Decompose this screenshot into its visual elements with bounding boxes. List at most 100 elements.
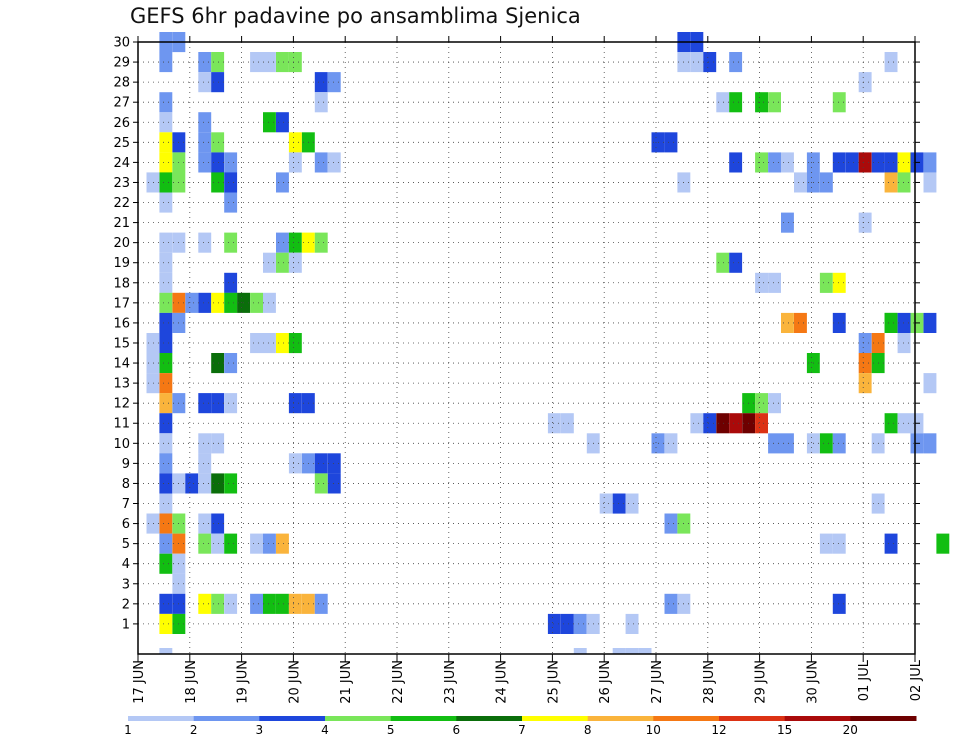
heatmap-cell	[573, 648, 587, 654]
heatmap-cell	[547, 413, 561, 434]
heatmap-cell	[276, 593, 289, 614]
heatmap-cell	[755, 272, 768, 293]
heatmap-cell	[198, 433, 212, 454]
heatmap-cell	[211, 172, 225, 193]
heatmap-cell	[198, 473, 212, 494]
heatmap-cell	[288, 593, 302, 614]
heatmap-cell	[819, 433, 833, 454]
dotted-grid	[138, 41, 915, 654]
heatmap-cell	[250, 292, 263, 313]
heatmap-cell	[288, 252, 302, 273]
heatmap-cell	[250, 333, 263, 354]
heatmap-cell	[159, 333, 173, 354]
legend-label: 4	[321, 723, 329, 737]
y-tick-label: 12	[113, 397, 130, 412]
heatmap-cell	[288, 152, 302, 173]
heatmap-cell	[159, 192, 173, 213]
heatmap-cell	[263, 52, 276, 73]
heatmap-cell	[716, 92, 730, 113]
heatmap-cell	[819, 272, 833, 293]
heatmap-cell	[923, 152, 937, 173]
heatmap-cell	[211, 393, 225, 414]
heatmap-cell	[198, 112, 212, 133]
heatmap-cell	[159, 453, 173, 474]
y-tick-label: 30	[113, 36, 130, 51]
y-tick-label: 29	[113, 56, 130, 71]
heatmap-cell	[276, 112, 289, 133]
y-tick-label: 26	[113, 116, 130, 131]
x-tick-label: 01 JUL	[857, 659, 872, 701]
legend-label: 15	[777, 723, 792, 737]
heatmap-cell	[198, 393, 212, 414]
heatmap-cell	[276, 333, 289, 354]
legend-label: 1	[124, 723, 132, 737]
x-tick-label: 21 JUN	[339, 660, 354, 704]
heatmap-cell	[858, 333, 872, 354]
legend-swatch	[456, 716, 523, 721]
heatmap-cell	[224, 533, 238, 554]
heatmap-cell	[159, 613, 173, 634]
legend-label: 20	[843, 723, 858, 737]
heatmap-cell	[858, 212, 872, 233]
heatmap-cell	[211, 152, 225, 173]
heatmap-cell	[288, 52, 302, 73]
heatmap-cell	[781, 212, 794, 233]
chart-title: GEFS 6hr padavine po ansamblima Sjenica	[130, 4, 581, 28]
heatmap-cell	[884, 52, 898, 73]
heatmap-cell	[858, 152, 872, 173]
legend-swatch	[653, 716, 720, 721]
heatmap-cell	[560, 613, 574, 634]
heatmap-cell	[703, 52, 717, 73]
heatmap-cell	[327, 72, 341, 93]
heatmap-cell	[146, 172, 160, 193]
heatmap-cell	[729, 92, 743, 113]
y-tick-label: 23	[113, 176, 130, 191]
y-tick-label: 13	[113, 377, 130, 392]
heatmap-cell	[819, 172, 833, 193]
heatmap-cell	[314, 453, 328, 474]
heatmap-cell	[858, 373, 872, 394]
heatmap-cell	[923, 373, 937, 394]
heatmap-cell	[327, 473, 341, 494]
legend-swatch	[325, 716, 392, 721]
heatmap-cell	[314, 232, 328, 253]
heatmap-cell	[198, 72, 212, 93]
heatmap-cell	[314, 92, 328, 113]
legend-swatch	[850, 716, 917, 721]
heatmap-cell	[263, 112, 276, 133]
heatmap-cell	[314, 72, 328, 93]
y-tick-label: 15	[113, 336, 130, 351]
heatmap-cell	[664, 132, 678, 153]
heatmap-cell	[612, 648, 626, 654]
heatmap-cell	[755, 393, 768, 414]
x-tick-label: 02 JUL	[909, 659, 924, 701]
y-tick-label: 22	[113, 196, 130, 211]
heatmap-cell	[858, 353, 872, 374]
heatmap-cell	[768, 92, 781, 113]
heatmap-cell	[897, 172, 911, 193]
y-tick-label: 16	[113, 316, 130, 331]
legend-label: 12	[711, 723, 726, 737]
heatmap-cell	[159, 232, 173, 253]
heatmap-cell	[211, 473, 225, 494]
heatmap-cell	[819, 533, 833, 554]
heatmap-cell	[625, 493, 639, 514]
heatmap-cell	[198, 152, 212, 173]
legend-label: 10	[646, 723, 661, 737]
heatmap-cell	[625, 648, 639, 654]
heatmap-cell	[263, 333, 276, 354]
y-tick-label: 1	[122, 617, 130, 632]
heatmap-cell	[832, 433, 846, 454]
heatmap-cell	[146, 353, 160, 374]
heatmap-cell	[560, 413, 574, 434]
heatmap-cell	[198, 593, 212, 614]
x-tick-label: 20 JUN	[287, 660, 302, 704]
x-tick-label: 22 JUN	[391, 660, 406, 704]
heatmap-cell	[211, 593, 225, 614]
heatmap-cell	[211, 433, 225, 454]
heatmap-cell	[897, 152, 911, 173]
legend-label: 7	[518, 723, 526, 737]
heatmap-cell	[832, 312, 846, 333]
legend-label: 2	[190, 723, 198, 737]
heatmap-cell	[288, 232, 302, 253]
